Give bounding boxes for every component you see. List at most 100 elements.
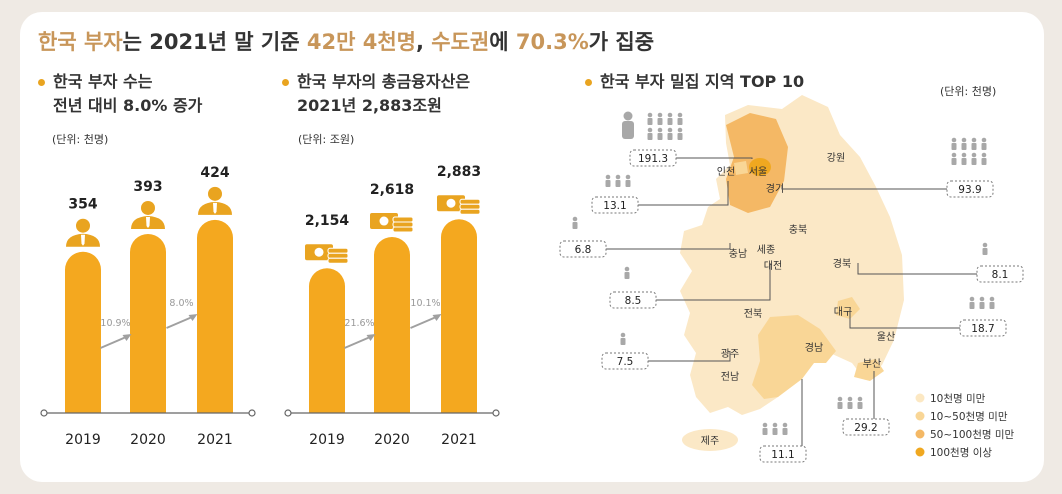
growth-arrow	[166, 315, 195, 329]
people-icons	[837, 396, 863, 409]
x-tick-label: 2020	[374, 432, 410, 448]
person-icon	[969, 296, 975, 302]
person-tie	[146, 216, 150, 228]
arrow-head	[432, 314, 442, 321]
person-icon	[667, 112, 673, 118]
leader-line	[781, 185, 947, 190]
rich-count-bar-chart: 354 2019 393 2020 424 2021 10.9% 8.0%	[40, 165, 256, 448]
growth-label: 10.1%	[410, 298, 440, 309]
legend-label: 10~50천명 미만	[930, 411, 1008, 423]
banknote-mark	[379, 216, 389, 226]
person-icon	[961, 152, 967, 158]
person-icon	[971, 152, 977, 158]
x-tick-label: 2021	[197, 432, 233, 448]
coin	[459, 203, 481, 210]
axis-end	[40, 409, 48, 417]
person-icon	[667, 118, 673, 125]
legend-swatch	[915, 429, 925, 439]
coin	[459, 198, 481, 205]
growth-arrow	[410, 315, 439, 329]
person-icon	[622, 121, 634, 139]
growth-label: 21.6%	[344, 318, 374, 329]
money-icon	[305, 244, 349, 264]
person-icon	[677, 133, 683, 140]
value-label: 354	[68, 197, 97, 213]
unit-label: (단위: 천명)	[940, 85, 997, 98]
coin	[327, 247, 349, 254]
person-icon	[951, 152, 957, 158]
region-label: 전북	[744, 308, 762, 320]
leader-line	[656, 263, 771, 301]
person-icon	[772, 422, 778, 428]
person-icon	[857, 396, 863, 402]
callout-경북: 8.1	[857, 242, 1024, 283]
region-label: 제주	[701, 435, 719, 447]
person-head	[141, 200, 155, 215]
callout-value: 8.1	[992, 269, 1009, 281]
x-tick-label: 2019	[309, 432, 345, 448]
person-icon	[647, 127, 653, 133]
legend-label: 100천명 이상	[930, 447, 992, 459]
person-icon	[762, 428, 768, 435]
person-icon	[131, 200, 165, 229]
callout-경남: 11.1	[759, 379, 807, 463]
leader-line	[638, 181, 729, 206]
section-rich-count-title: 한국 부자 수는 전년 대비 8.0% 증가	[38, 70, 202, 118]
people-icons	[969, 296, 995, 309]
region-label: 서울	[749, 166, 767, 178]
person-icon	[623, 111, 633, 121]
person-icon	[624, 272, 630, 279]
person-icon	[951, 143, 957, 150]
person-icon	[615, 180, 621, 187]
region-label: 경북	[833, 257, 851, 270]
region-label: 세종	[757, 244, 775, 256]
person-icon	[982, 242, 988, 248]
person-icon	[961, 143, 967, 150]
growth-arrow	[344, 335, 373, 349]
coin	[392, 226, 414, 233]
value-label: 2,618	[370, 182, 414, 198]
person-icon	[971, 158, 977, 165]
coin	[327, 252, 349, 259]
bullet-dot	[282, 79, 289, 86]
arrow-head	[122, 334, 132, 341]
region-label: 충북	[789, 224, 807, 236]
callout-value: 6.8	[575, 244, 592, 256]
region-label: 부산	[863, 358, 881, 370]
person-icon	[847, 402, 853, 409]
people-icons	[605, 174, 631, 187]
people-icons	[620, 332, 626, 345]
value-label: 2,883	[437, 164, 481, 180]
person-icon	[989, 296, 995, 302]
person-icon	[989, 302, 995, 309]
bar	[197, 219, 233, 413]
coin	[327, 257, 349, 264]
person-icon	[971, 137, 977, 143]
person-icon	[625, 180, 631, 187]
banknote-mark	[314, 247, 324, 257]
person-icon	[971, 143, 977, 150]
legend-swatch	[915, 447, 925, 457]
callout-value: 191.3	[638, 153, 668, 165]
axis-end	[284, 409, 292, 417]
person-icon	[572, 216, 578, 222]
value-box	[976, 265, 1024, 283]
legend-label: 50~100천명 미만	[930, 429, 1015, 441]
person-icon	[605, 174, 611, 180]
person-icon	[667, 133, 673, 140]
arrow-head	[188, 314, 198, 321]
map-callouts: 191.3 93.9 13.1 6.8 8.1 8.5 18.7 7.5 29.2 11.1	[559, 111, 1024, 463]
x-tick-label: 2019	[65, 432, 101, 448]
person-icon	[982, 248, 988, 255]
growth-arrow	[100, 335, 129, 349]
money-icon	[437, 195, 481, 215]
callout-value: 11.1	[771, 449, 794, 461]
callout-충남: 6.8	[559, 216, 731, 258]
person-tie	[213, 202, 217, 214]
bar	[374, 237, 410, 413]
coin	[392, 216, 414, 223]
value-label: 2,154	[305, 213, 350, 229]
person-icon	[677, 112, 683, 118]
region-label: 강원	[827, 152, 845, 164]
